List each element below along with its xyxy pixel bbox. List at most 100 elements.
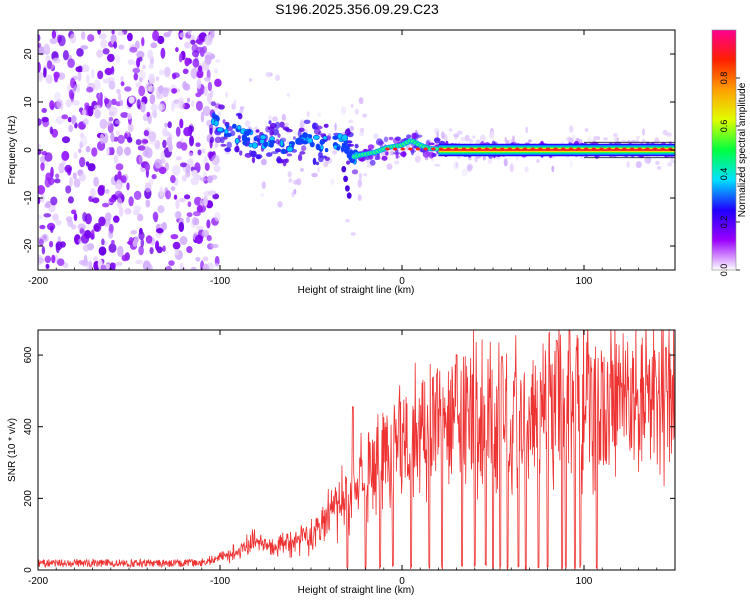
spectrogram-noise-blob <box>130 230 137 235</box>
spectrogram-noise-blob <box>202 256 209 262</box>
spectrogram-noise-blob <box>98 184 106 190</box>
spectrogram-faint-blob <box>635 135 641 140</box>
spectrogram-streak-blob <box>345 185 350 192</box>
spectrogram-noise-blob <box>77 223 86 231</box>
spectrogram-faint-blob <box>584 128 589 132</box>
spectrogram-noise-blob <box>49 240 54 248</box>
spectrogram-noise-blob <box>117 93 122 101</box>
spectrogram-ytick-label: 0 <box>23 147 34 153</box>
spectrogram-noise-blob <box>51 254 56 264</box>
spectrogram-faint-blob <box>467 163 473 171</box>
spectrogram-faint-blob <box>332 150 338 155</box>
spectrogram-noise-blob <box>81 31 86 40</box>
spectrogram-ridge-blob <box>246 137 251 142</box>
figure-title: S196.2025.356.09.29.C23 <box>275 1 439 17</box>
spectrogram-line-bead <box>515 147 520 151</box>
spectrogram-halo-blob <box>383 136 389 143</box>
spectrogram-noise-blob <box>132 67 141 74</box>
spectrogram-line-bead <box>431 147 436 151</box>
spectrogram-noise-blob <box>176 156 182 161</box>
spectrogram-faint-blob <box>440 131 445 140</box>
spectrogram-noise-blob <box>44 255 52 264</box>
spectrogram-halo-blob <box>351 169 359 175</box>
spectrogram-noise-blob <box>65 185 72 194</box>
spectrogram-ridge-blob <box>268 141 274 148</box>
spectrogram-noise-blob <box>92 197 100 204</box>
spectrogram-noise-blob <box>199 177 207 182</box>
spectrogram-noise-blob <box>175 47 179 53</box>
spectrogram-faint-blob <box>642 128 645 136</box>
spectrogram-noise-blob <box>55 173 60 179</box>
snr-ytick-label: 0 <box>23 567 34 573</box>
spectrogram-ridge-blob <box>242 140 248 146</box>
spectrogram-noise-blob <box>154 158 162 169</box>
spectrogram-faint-blob <box>670 159 675 164</box>
spectrogram-halo-blob <box>298 127 305 132</box>
spectrogram-noise-blob <box>100 264 106 270</box>
spectrogram-noise-blob <box>114 183 122 190</box>
spectrogram-noise-blob <box>58 162 65 174</box>
spectrogram-noise-blob <box>175 211 182 220</box>
snr-xtick-label: 100 <box>576 576 593 587</box>
spectrogram-faint-blob <box>277 201 283 208</box>
spectrogram-noise-blob <box>68 124 74 133</box>
spectrogram-noise-blob <box>164 265 173 270</box>
spectrogram-line-bead <box>591 147 597 151</box>
spectrogram-ridge-blob <box>343 147 350 155</box>
spectrogram-ridge-blob <box>319 145 324 151</box>
spectrogram-line-bead <box>645 147 650 151</box>
spectrogram-noise-blob <box>67 196 74 204</box>
spectrogram-faint-blob <box>300 168 304 172</box>
snr-ytick-label: 600 <box>23 346 34 363</box>
spectrogram-ridge-blob <box>236 124 242 131</box>
spectrogram-ridge-blob <box>243 130 248 137</box>
spectrogram-line-bead <box>652 147 658 151</box>
spectrogram-ylabel: Frequency (Hz) <box>7 116 18 185</box>
spectrogram-noise-blob <box>85 145 91 153</box>
spectrogram-line-bead <box>469 147 474 151</box>
spectrogram-noise-blob <box>150 103 158 112</box>
spectrogram-halo-blob <box>322 155 328 159</box>
snr-xtick-label: 0 <box>399 576 405 587</box>
spectrogram-noise-blob <box>190 39 196 45</box>
snr-peak-point <box>352 406 354 408</box>
spectrogram-xtick-label: 0 <box>399 276 405 287</box>
spectrogram-noise-blob <box>133 190 142 200</box>
spectrogram-faint-blob <box>466 164 472 172</box>
spectrogram-noise-blob <box>136 99 141 109</box>
spectrogram-line-bead <box>499 147 505 151</box>
spectrogram-faint-blob <box>626 161 630 168</box>
spectrogram-noise-blob <box>61 114 69 120</box>
spectrogram-noise-blob <box>67 219 73 227</box>
spectrogram-halo-blob <box>250 150 257 158</box>
spectrogram-faint-blob <box>317 167 320 173</box>
spectrogram-halo-blob <box>282 158 287 167</box>
spectrogram-xtick-label: -200 <box>28 276 48 287</box>
spectrogram-ridge-blob <box>232 123 237 129</box>
spectrogram-noise-blob <box>106 120 112 126</box>
spectrogram-noise-blob <box>202 60 210 71</box>
spectrogram-noise-blob <box>120 175 127 183</box>
spectrogram-noise-blob <box>108 111 115 117</box>
spectrogram-halo-blob <box>303 119 311 125</box>
spectrogram-line-bead <box>561 147 566 151</box>
spectrogram-noise-blob <box>185 163 191 173</box>
spectrogram-noise-blob <box>50 225 54 233</box>
spectrogram-noise-blob <box>170 234 179 240</box>
colorbar-tick-label: 0.2 <box>719 216 729 229</box>
spectrogram-halo-blob <box>275 157 283 163</box>
spectrogram-halo-blob <box>266 152 273 157</box>
spectrogram-faint-blob <box>357 194 362 202</box>
spectrogram-noise-blob <box>128 196 134 207</box>
spectrogram-noise-blob <box>98 246 107 256</box>
spectrogram-noise-blob <box>83 254 88 266</box>
spectrogram-noise-blob <box>195 39 203 44</box>
spectrogram-noise-blob <box>40 162 45 171</box>
spectrogram-noise-blob <box>180 162 188 168</box>
spectrogram-noise-blob <box>73 152 78 159</box>
spectrogram-noise-blob <box>141 37 145 47</box>
spectrogram-ridge-blob <box>324 148 329 153</box>
spectrogram-faint-blob <box>358 132 364 137</box>
